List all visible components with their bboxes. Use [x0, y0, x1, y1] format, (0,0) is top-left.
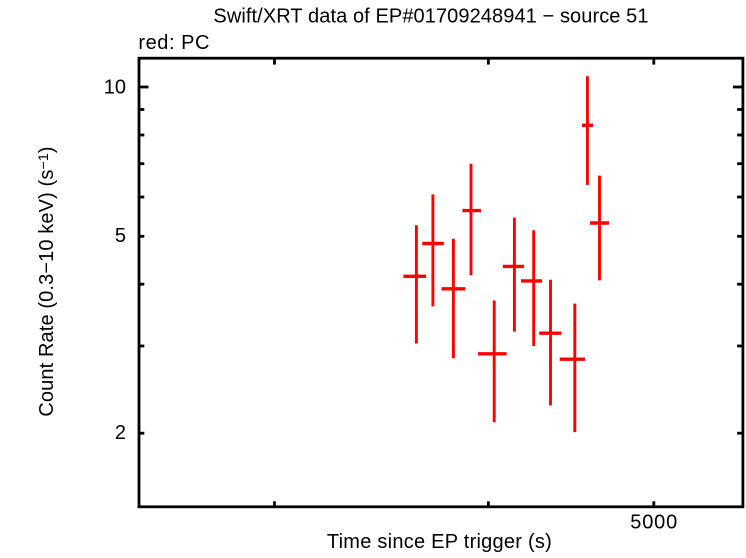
- svg-text:5000: 5000: [630, 511, 678, 533]
- svg-text:Count Rate (0.3−10 keV) (s−1): Count Rate (0.3−10 keV) (s−1): [36, 146, 58, 416]
- svg-text:5: 5: [115, 225, 126, 247]
- svg-text:Swift/XRT data of EP#017092489: Swift/XRT data of EP#01709248941 − sourc…: [213, 6, 648, 28]
- svg-text:10: 10: [104, 77, 126, 99]
- svg-text:red: PC: red: PC: [138, 32, 210, 54]
- svg-text:2: 2: [115, 422, 126, 444]
- svg-text:Time since EP trigger (s): Time since EP trigger (s): [327, 531, 552, 553]
